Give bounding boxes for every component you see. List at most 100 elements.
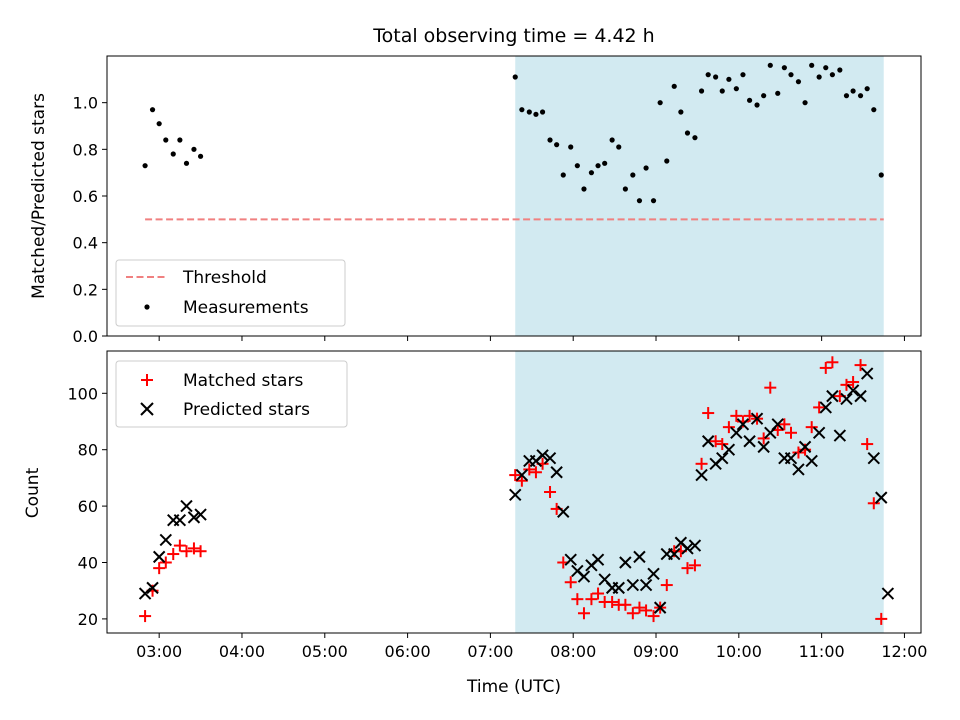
matched-star-point <box>840 378 853 391</box>
measurement-point <box>678 109 684 115</box>
ratio-x-axis <box>158 336 905 341</box>
matched-star-point <box>681 562 694 575</box>
ratio-panel: 0.0 0.2 0.4 0.6 0.8 1.0 Matched/Predicted sta… <box>29 55 922 346</box>
matched-star-point <box>813 401 826 414</box>
measurement-point <box>664 158 670 164</box>
figure-title: Total observing time = 4.42 h <box>372 25 654 47</box>
measurement-point <box>643 165 649 171</box>
measurement-point <box>795 79 802 85</box>
matched-star-point <box>875 612 888 625</box>
predicted-star-point <box>557 505 570 518</box>
predicted-star-point <box>688 539 702 552</box>
y-tick-label: 0.4 <box>73 234 98 253</box>
x-tick-label: 08:00 <box>550 642 596 661</box>
matched-star-point <box>695 457 708 470</box>
predicted-star-point <box>860 367 874 380</box>
measurement-point <box>823 65 829 71</box>
measurement-point <box>609 137 615 143</box>
predicted-star-point <box>194 508 207 521</box>
measurement-point <box>602 160 608 166</box>
measurement-point <box>149 107 156 113</box>
y-tick-label: 40 <box>78 554 98 573</box>
predicted-star-point <box>619 556 632 569</box>
legend-matched-swatch <box>141 374 153 386</box>
x-tick-label: 07:00 <box>467 642 513 661</box>
measurement-point <box>788 72 794 78</box>
count-legend: Matched stars Predicted stars <box>115 360 348 428</box>
y-tick-label: 0.0 <box>73 327 98 346</box>
matched-star-point <box>544 486 557 498</box>
predicted-star-point <box>736 418 750 431</box>
matched-star-point <box>722 421 735 434</box>
measurement-point <box>574 163 580 169</box>
predicted-star-point <box>536 449 549 462</box>
matched-star-point <box>819 361 832 374</box>
legend-predicted-swatch <box>140 402 154 416</box>
count-panel: 20 40 60 80 100 03:00 04:00 05:00 06:00 07:00 08:… <box>23 350 927 697</box>
measurement-point <box>197 153 204 159</box>
measurement-point <box>740 72 746 78</box>
predicted-star-point <box>819 401 832 414</box>
legend-predicted-label: Predicted stars <box>183 400 310 420</box>
matched-star-point <box>167 548 180 561</box>
predicted-star-point <box>771 418 784 431</box>
predicted-star-point <box>591 553 605 566</box>
measurement-point <box>539 109 546 115</box>
observing-window-shade-bottom <box>515 351 884 633</box>
matched-star-point <box>640 604 653 617</box>
matched-star-point <box>688 559 701 572</box>
matched-star-point <box>564 576 577 589</box>
matched-star-point <box>730 409 743 422</box>
matched-star-point <box>778 418 791 431</box>
measurement-point <box>622 186 628 192</box>
matched-star-point <box>173 539 186 552</box>
matched-star-point <box>792 446 805 459</box>
matched-star-point <box>702 407 715 420</box>
matched-star-point <box>805 421 818 434</box>
predicted-star-point <box>138 587 152 600</box>
predicted-star-point <box>750 412 764 425</box>
measurement-point <box>519 107 525 113</box>
measurement-point <box>754 102 760 108</box>
x-tick-label: 06:00 <box>385 642 431 661</box>
observing-window-band <box>515 56 884 336</box>
matched-star-point <box>764 381 777 394</box>
measurement-point <box>829 72 835 78</box>
legend-measurements-swatch <box>144 304 150 310</box>
matched-star-point <box>523 463 536 476</box>
predicted-star-point <box>639 578 653 592</box>
measurement-point <box>191 146 197 152</box>
measurement-point <box>843 93 850 99</box>
predicted-star-point <box>784 451 798 465</box>
predicted-star-point <box>509 488 522 502</box>
measurement-point <box>705 72 711 78</box>
predicted-star-point <box>826 389 839 403</box>
y-tick-label: 80 <box>78 441 98 460</box>
measurement-point <box>616 144 622 150</box>
y-tick-label: 60 <box>78 497 98 516</box>
measurement-point <box>595 163 601 169</box>
measurement-point <box>163 137 169 143</box>
matched-star-point <box>592 587 605 600</box>
predicted-star-point <box>792 463 805 476</box>
predicted-star-point <box>833 429 847 442</box>
predicted-star-point <box>647 567 660 580</box>
ratio-y-axis: 0.0 0.2 0.4 0.6 0.8 1.0 <box>73 94 107 346</box>
matched-star-point <box>577 607 590 620</box>
predicted-star-point <box>173 513 187 527</box>
x-tick-label: 11:00 <box>799 642 845 661</box>
matched-star-point <box>509 469 522 482</box>
matched-star-point <box>194 545 207 558</box>
predicted-star-point <box>854 389 867 403</box>
matched-star-point <box>867 497 880 510</box>
y-tick-label: 100 <box>67 384 98 403</box>
measurement-point <box>142 163 148 169</box>
matched-star-point <box>709 435 722 448</box>
predicted-star-point <box>805 454 818 468</box>
matched-star-point <box>784 426 797 439</box>
predicted-star-point <box>626 578 640 592</box>
measurement-point <box>560 172 566 178</box>
matched-star-point <box>571 593 584 606</box>
predicted-star-point <box>577 570 591 583</box>
